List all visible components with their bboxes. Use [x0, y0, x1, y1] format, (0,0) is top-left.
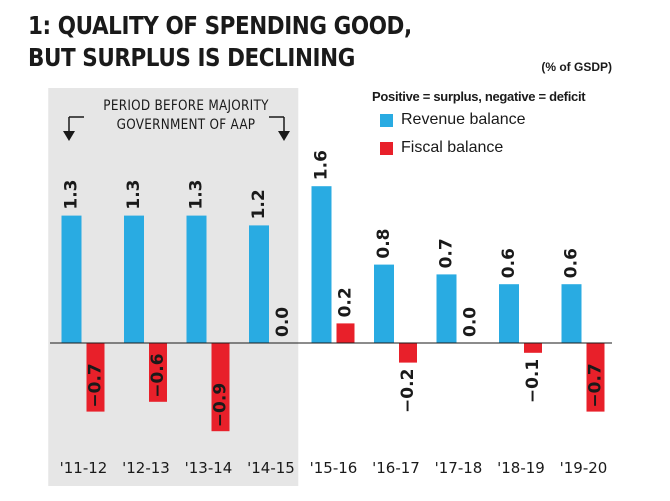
fiscal-label-1213: −0.6 [148, 353, 168, 397]
legend-revenue-label: Revenue balance [401, 111, 526, 128]
fiscal-bar-1213 [149, 343, 167, 402]
fiscal-label-1718: 0.0 [461, 307, 481, 337]
x-tick-label-1415: '14-15 [247, 459, 295, 477]
revenue-bar-1819 [499, 284, 519, 343]
x-tick-label-1516: '15-16 [310, 459, 358, 477]
revenue-bar-1415 [249, 225, 269, 343]
x-tick-label-1213: '12-13 [122, 459, 170, 477]
period-note: PERIOD BEFORE MAJORITY GOVERNMENT OF AAP [86, 97, 286, 135]
revenue-label-1819: 0.6 [499, 248, 519, 278]
x-tick-label-1920: '19-20 [560, 459, 608, 477]
revenue-bar-1213 [124, 215, 144, 343]
revenue-label-1314: 1.3 [187, 179, 207, 209]
revenue-bar-1516 [311, 186, 332, 343]
legend-fiscal-label: Fiscal balance [401, 139, 504, 156]
fiscal-label-1314: −0.9 [211, 383, 231, 427]
revenue-label-1415: 1.2 [249, 189, 269, 219]
fiscal-label-1617: −0.2 [398, 369, 418, 413]
revenue-label-1213: 1.3 [124, 179, 144, 209]
fiscal-label-1112: −0.7 [86, 363, 106, 407]
x-tick-label-1314: '13-14 [185, 459, 233, 477]
fiscal-bar-1819 [524, 343, 542, 353]
fiscal-label-1920: −0.7 [586, 363, 606, 407]
legend-fiscal-balance: Fiscal balance [380, 138, 503, 158]
unit-note: (% of GSDP) [541, 60, 612, 74]
left-arrow-icon [63, 116, 84, 141]
fiscal-bar-1516 [336, 323, 355, 343]
revenue-bar-1617 [374, 264, 394, 343]
fiscal-label-1819: −0.1 [523, 359, 543, 403]
x-tick-label-1112: '11-12 [60, 459, 108, 477]
revenue-bar-1920 [561, 284, 582, 343]
chart-title: 1: QUALITY OF SPENDING GOOD, BUT SURPLUS… [28, 11, 412, 72]
legend-note: Positive = surplus, negative = deficit [372, 89, 586, 104]
revenue-label-1516: 1.6 [312, 150, 332, 180]
fiscal-bar-1112 [86, 343, 105, 412]
fiscal-bar-1314 [211, 343, 230, 432]
fiscal-swatch [380, 141, 393, 155]
revenue-label-1718: 0.7 [437, 238, 457, 268]
period-note-line1: PERIOD BEFORE MAJORITY [103, 98, 269, 114]
x-tick-label-1718: '17-18 [435, 459, 483, 477]
fiscal-bar-1920 [586, 343, 605, 412]
legend-revenue-balance: Revenue balance [380, 110, 526, 130]
right-arrow-icon [269, 116, 290, 141]
revenue-label-1920: 0.6 [562, 248, 582, 278]
revenue-label-1617: 0.8 [374, 228, 394, 258]
fiscal-label-1516: 0.2 [336, 287, 356, 317]
revenue-bar-1314 [186, 215, 207, 343]
revenue-bar-1718 [436, 274, 457, 343]
revenue-label-1112: 1.3 [62, 179, 82, 209]
x-tick-label-1819: '18-19 [497, 459, 545, 477]
period-note-line2: GOVERNMENT OF AAP [116, 117, 256, 133]
period-arrows [63, 116, 290, 141]
revenue-swatch [380, 113, 393, 127]
chart-marks: 1.3 −0.7 '11-12 1.3 −0.6 '12-13 1.3 −0.9 '13-14 1… [60, 150, 608, 477]
x-tick-label-1617: '16-17 [372, 459, 420, 477]
fiscal-bar-1617 [399, 343, 417, 363]
revenue-bar-1112 [61, 215, 82, 343]
fiscal-label-1415: 0.0 [273, 307, 293, 337]
